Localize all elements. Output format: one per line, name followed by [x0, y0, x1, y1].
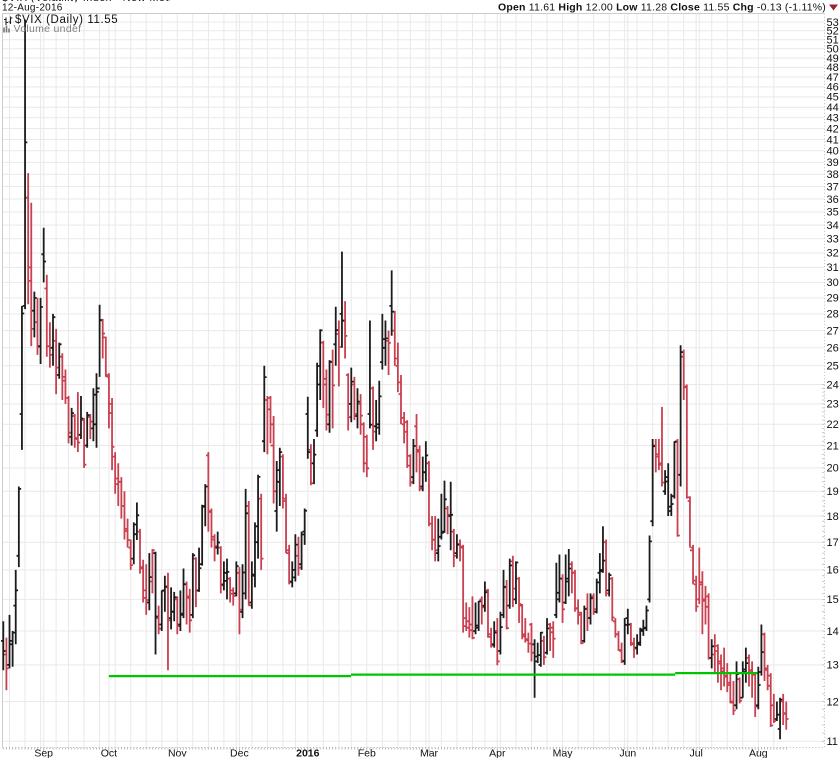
svg-text:15: 15 [827, 594, 839, 606]
svg-text:31: 31 [827, 262, 839, 274]
svg-text:14: 14 [827, 626, 839, 638]
svg-text:Nov: Nov [168, 748, 187, 759]
svg-text:29: 29 [827, 293, 839, 305]
svg-text:12: 12 [827, 696, 839, 708]
svg-text:Mar: Mar [420, 748, 439, 759]
svg-text:2016: 2016 [296, 748, 320, 759]
svg-text:Apr: Apr [489, 748, 506, 759]
svg-text:16: 16 [827, 565, 839, 577]
svg-text:Open 11.61 High 12.00 Low 11.2: Open 11.61 High 12.00 Low 11.28 Close 11… [498, 1, 826, 13]
svg-text:46: 46 [827, 82, 839, 94]
svg-text:45: 45 [827, 92, 839, 104]
svg-text:51: 51 [827, 35, 839, 47]
svg-text:44: 44 [827, 102, 839, 114]
svg-text:43: 43 [827, 113, 839, 125]
svg-text:32: 32 [827, 248, 839, 260]
svg-text:50: 50 [827, 44, 839, 56]
svg-text:Volume undef: Volume undef [14, 23, 82, 35]
svg-text:12-Aug-2016: 12-Aug-2016 [2, 2, 63, 13]
svg-text:42: 42 [827, 123, 839, 135]
svg-text:17: 17 [827, 537, 839, 549]
svg-text:47: 47 [827, 72, 839, 84]
svg-text:Jul: Jul [689, 748, 702, 759]
svg-text:22: 22 [827, 419, 839, 431]
svg-text:40: 40 [827, 146, 839, 158]
svg-text:25: 25 [827, 361, 839, 373]
svg-text:20: 20 [827, 463, 839, 475]
svg-text:Aug: Aug [749, 748, 768, 759]
svg-text:48: 48 [827, 62, 839, 74]
svg-text:39: 39 [827, 157, 839, 169]
svg-text:11: 11 [827, 736, 838, 748]
svg-text:Sep: Sep [34, 748, 53, 759]
svg-text:33: 33 [827, 234, 839, 246]
svg-text:34: 34 [827, 220, 839, 232]
svg-text:38: 38 [827, 169, 839, 181]
svg-text:53: 53 [827, 17, 839, 29]
svg-text:24: 24 [827, 379, 839, 391]
svg-text:28: 28 [827, 309, 839, 321]
svg-text:19: 19 [827, 486, 839, 498]
svg-text:27: 27 [827, 325, 839, 337]
svg-text:Oct: Oct [101, 748, 117, 759]
svg-text:21: 21 [827, 440, 839, 452]
svg-text:Feb: Feb [358, 748, 376, 759]
svg-text:$VIX (Volatility Index - New M: $VIX (Volatility Index - New Methodology… [2, 0, 252, 4]
svg-text:37: 37 [827, 181, 839, 193]
svg-text:30: 30 [827, 277, 839, 289]
svg-text:35: 35 [827, 207, 839, 219]
svg-text:36: 36 [827, 194, 839, 206]
svg-text:May: May [553, 748, 574, 759]
svg-text:18: 18 [827, 511, 839, 523]
svg-text:52: 52 [827, 26, 839, 38]
svg-text:26: 26 [827, 343, 839, 355]
svg-text:Dec: Dec [230, 748, 249, 759]
svg-text:Jun: Jun [619, 748, 636, 759]
svg-text:$VIX (Daily) 11.55: $VIX (Daily) 11.55 [15, 14, 118, 26]
svg-text:23: 23 [827, 399, 839, 411]
svg-text:49: 49 [827, 53, 839, 65]
svg-text:13: 13 [827, 660, 839, 672]
svg-text:41: 41 [827, 134, 839, 146]
